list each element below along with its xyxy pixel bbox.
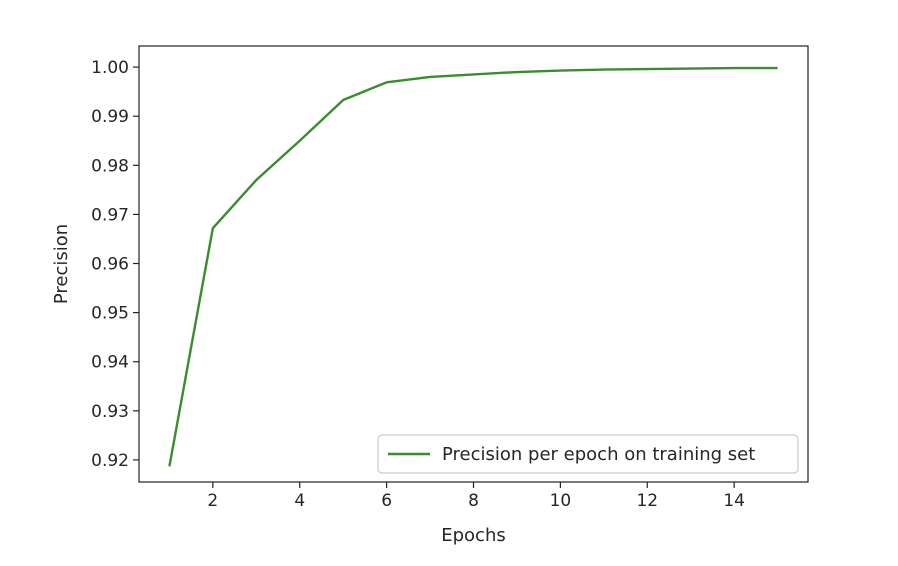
x-tick-label: 4 [294, 491, 305, 511]
x-tick-label: 2 [207, 491, 218, 511]
x-tick-label: 10 [550, 491, 572, 511]
y-axis-ticks: 0.92 0.93 0.94 0.95 0.96 0.97 0.98 0.99 1.00 [91, 58, 139, 471]
x-tick-label: 8 [468, 491, 479, 511]
y-tick-label: 0.96 [91, 255, 129, 275]
y-axis-label: Precision [51, 224, 72, 304]
y-tick-label: 0.95 [91, 304, 129, 324]
x-axis-label: Epochs [441, 525, 506, 546]
series-layer [168, 66, 778, 467]
series-line [168, 66, 778, 467]
legend-box [377, 434, 799, 474]
y-tick-label: 0.93 [91, 402, 129, 422]
y-tick-label: 0.99 [91, 107, 129, 127]
y-tick-label: 0.92 [91, 451, 129, 471]
x-tick-label: 12 [636, 491, 658, 511]
y-tick-label: 0.98 [91, 156, 129, 176]
plot-frame [138, 45, 809, 483]
y-tick-label: 1.00 [91, 58, 129, 78]
x-tick-label: 6 [381, 491, 392, 511]
x-tick-label: 14 [723, 491, 745, 511]
legend-label: Precision per epoch on training set [442, 444, 755, 465]
legend: Precision per epoch on training set [377, 434, 799, 474]
plot-area [138, 45, 809, 483]
x-axis-ticks: 2 4 6 8 10 12 14 [207, 482, 745, 511]
y-tick-label: 0.94 [91, 353, 129, 373]
y-tick-label: 0.97 [91, 205, 129, 225]
